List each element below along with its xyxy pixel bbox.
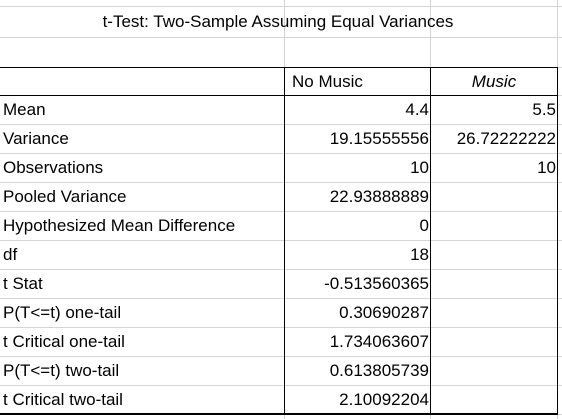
row-label-p-one-tail[interactable]: P(T<=t) one-tail <box>3 303 122 322</box>
row-label-observations[interactable]: Observations <box>3 158 104 177</box>
table-bottom-border <box>0 413 557 415</box>
cell-empty[interactable] <box>432 211 556 240</box>
row-label-t-stat[interactable]: t Stat <box>3 274 43 293</box>
gridline <box>0 211 562 212</box>
cell-t-critical-two-tail[interactable]: 2.10092204 <box>339 390 429 409</box>
header-bottom-border <box>0 95 557 96</box>
row-label-p-two-tail[interactable]: P(T<=t) two-tail <box>3 361 120 380</box>
cell-observations-music[interactable]: 10 <box>537 158 556 177</box>
column-divider <box>284 67 285 415</box>
column-divider <box>557 67 558 415</box>
cell-empty[interactable] <box>432 385 556 414</box>
gridline <box>0 37 562 38</box>
cell-empty[interactable] <box>432 240 556 269</box>
cell-mean-music[interactable]: 5.5 <box>532 100 556 119</box>
gridline <box>0 269 562 270</box>
cell-empty[interactable] <box>432 269 556 298</box>
gridline <box>0 385 562 386</box>
cell-p-one-tail[interactable]: 0.30690287 <box>339 303 429 322</box>
gridline <box>0 6 562 7</box>
column-header-no-music[interactable]: No Music <box>292 72 363 91</box>
gridline <box>0 356 562 357</box>
cell-observations-no-music[interactable]: 10 <box>410 158 429 177</box>
row-label-variance[interactable]: Variance <box>3 129 69 148</box>
cell-mean-no-music[interactable]: 4.4 <box>405 100 429 119</box>
gridline <box>0 124 562 125</box>
gridline <box>0 298 562 299</box>
table-title[interactable]: t-Test: Two-Sample Assuming Equal Varian… <box>102 12 454 31</box>
row-label-mean[interactable]: Mean <box>3 100 46 119</box>
cell-variance-music[interactable]: 26.72222222 <box>456 129 556 148</box>
gridline <box>0 240 562 241</box>
row-label-t-critical-two-tail[interactable]: t Critical two-tail <box>3 390 123 409</box>
cell-t-stat[interactable]: -0.513560365 <box>324 274 429 293</box>
cell-t-critical-one-tail[interactable]: 1.734063607 <box>329 332 429 351</box>
row-label-pooled-variance[interactable]: Pooled Variance <box>3 187 127 206</box>
gridline <box>0 153 562 154</box>
row-label-t-critical-one-tail[interactable]: t Critical one-tail <box>3 332 125 351</box>
cell-p-two-tail[interactable]: 0.613805739 <box>329 361 429 380</box>
cell-hypothesized-mean-difference[interactable]: 0 <box>419 216 429 235</box>
cell-empty[interactable] <box>432 182 556 211</box>
cell-variance-no-music[interactable]: 19.15555556 <box>329 129 429 148</box>
table-top-border <box>0 67 557 68</box>
cell-empty[interactable] <box>432 298 556 327</box>
gridline <box>0 327 562 328</box>
column-divider <box>430 67 431 415</box>
cell-empty[interactable] <box>432 327 556 356</box>
row-label-hypothesized-mean-difference[interactable]: Hypothesized Mean Difference <box>3 216 236 235</box>
row-label-df[interactable]: df <box>3 245 18 264</box>
column-header-music[interactable]: Music <box>471 72 517 91</box>
gridline <box>0 182 562 183</box>
cell-empty[interactable] <box>432 356 556 385</box>
cell-pooled-variance[interactable]: 22.93888889 <box>329 187 429 206</box>
cell-df[interactable]: 18 <box>410 245 429 264</box>
